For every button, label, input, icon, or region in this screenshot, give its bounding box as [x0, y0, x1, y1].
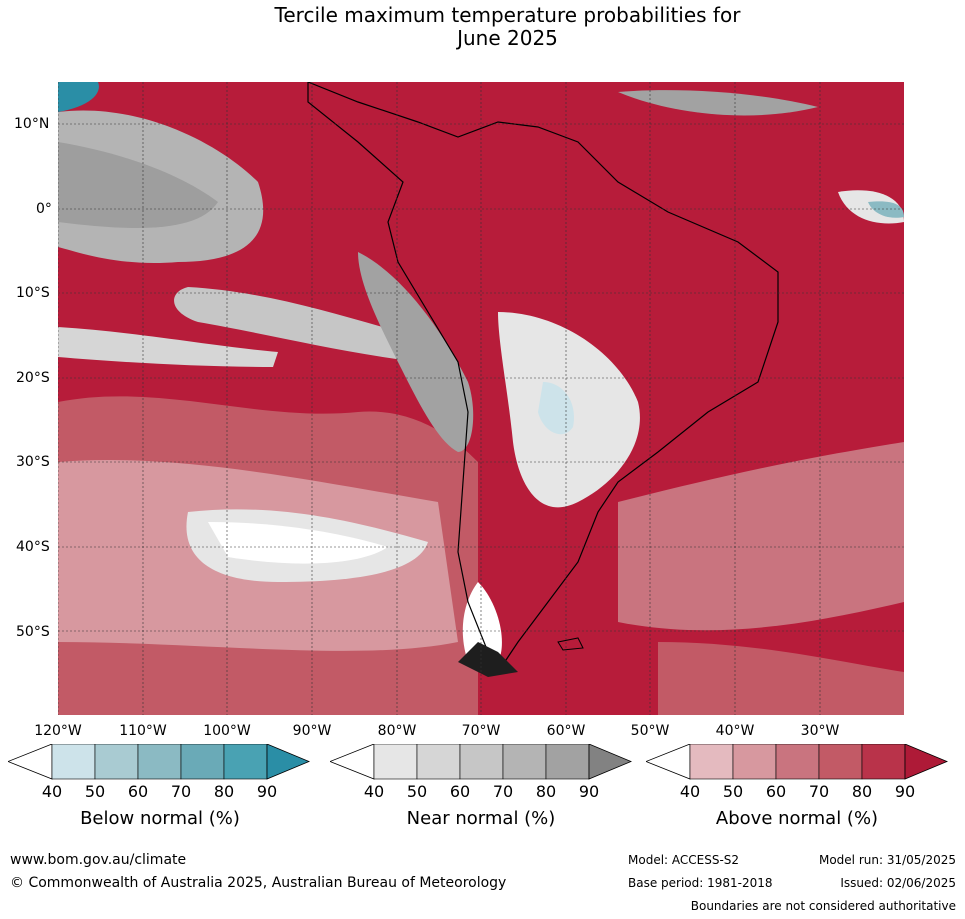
lon-label-110w: 110°W: [119, 723, 167, 739]
above-tick-50: 50: [722, 782, 744, 801]
lat-label-20s: 20°S: [16, 370, 50, 386]
above-tick-90: 90: [894, 782, 916, 801]
probability-map: [58, 82, 904, 715]
website-link[interactable]: www.bom.gov.au/climate: [10, 852, 187, 868]
above-tick-40: 40: [679, 782, 701, 801]
lon-label-80w: 80°W: [377, 723, 417, 739]
lon-label-50w: 50°W: [630, 723, 670, 739]
near-tick-60: 60: [449, 782, 471, 801]
falkland-islands-outline: [557, 637, 584, 651]
above-tick-70: 70: [808, 782, 830, 801]
near-tick-90: 90: [578, 782, 600, 801]
below-tick-80: 80: [213, 782, 235, 801]
lon-label-30w: 30°W: [800, 723, 840, 739]
lat-label-equator: 0°: [36, 201, 52, 217]
near-tick-40: 40: [363, 782, 385, 801]
above-normal-70-band-south-atlantic: [658, 642, 904, 715]
lat-label-50s: 50°S: [16, 624, 50, 640]
title-line-2: June 2025: [457, 26, 558, 50]
south-america-coastline: [307, 82, 779, 674]
above-normal-60-band-atlantic: [618, 442, 904, 631]
below-normal-patch-east-atlantic: [868, 201, 904, 218]
no-signal-patch-south-pacific: [208, 522, 388, 564]
lon-label-60w: 60°W: [546, 723, 586, 739]
near-tick-50: 50: [406, 782, 428, 801]
lat-label-40s: 40°S: [16, 539, 50, 555]
near-normal-band-15s: [174, 287, 449, 363]
below-tick-40: 40: [41, 782, 63, 801]
above-tick-80: 80: [851, 782, 873, 801]
map-canvas: [58, 82, 904, 715]
lon-label-100w: 100°W: [203, 723, 251, 739]
boundaries-disclaimer: Boundaries are not considered authoritat…: [690, 899, 956, 913]
above-normal-title: Above normal (%): [715, 808, 879, 829]
lon-label-40w: 40°W: [715, 723, 755, 739]
near-normal-band-20s: [58, 327, 278, 367]
near-normal-colorbar: [330, 744, 632, 780]
above-tick-60: 60: [765, 782, 787, 801]
lon-label-90w: 90°W: [292, 723, 332, 739]
base-period: Base period: 1981-2018: [628, 876, 773, 890]
near-tick-70: 70: [492, 782, 514, 801]
below-normal-title: Below normal (%): [80, 808, 240, 829]
map-title: Tercile maximum temperature probabilitie…: [0, 4, 965, 50]
below-tick-70: 70: [170, 782, 192, 801]
lat-label-30s: 30°S: [16, 454, 50, 470]
lat-label-10n: 10°N: [14, 116, 50, 132]
lat-label-10s: 10°S: [16, 285, 50, 301]
model-name: Model: ACCESS-S2: [628, 853, 740, 867]
below-normal-patch-interior: [538, 382, 574, 435]
near-normal-core: [58, 142, 218, 228]
issued-date: Issued: 02/06/2025: [840, 876, 956, 890]
below-normal-colorbar: [8, 744, 310, 780]
tierra-del-fuego-shape: [458, 642, 518, 677]
graticule: [58, 82, 904, 715]
no-signal-patch-patagonia: [462, 582, 502, 662]
near-normal-patch-caribbean: [618, 90, 818, 116]
below-normal-patch-nw: [58, 82, 99, 112]
copyright-notice: © Commonwealth of Australia 2025, Austra…: [10, 875, 507, 891]
below-tick-50: 50: [84, 782, 106, 801]
near-normal-title: Near normal (%): [406, 808, 556, 829]
below-tick-60: 60: [127, 782, 149, 801]
below-tick-90: 90: [256, 782, 278, 801]
title-line-1: Tercile maximum temperature probabilitie…: [274, 3, 741, 27]
model-run-date: Model run: 31/05/2025: [818, 853, 956, 867]
above-normal-colorbar: [646, 744, 948, 780]
lon-label-70w: 70°W: [461, 723, 501, 739]
near-normal-peru-chile-coast: [358, 252, 474, 452]
near-tick-80: 80: [535, 782, 557, 801]
lon-label-120w: 120°W: [34, 723, 82, 739]
